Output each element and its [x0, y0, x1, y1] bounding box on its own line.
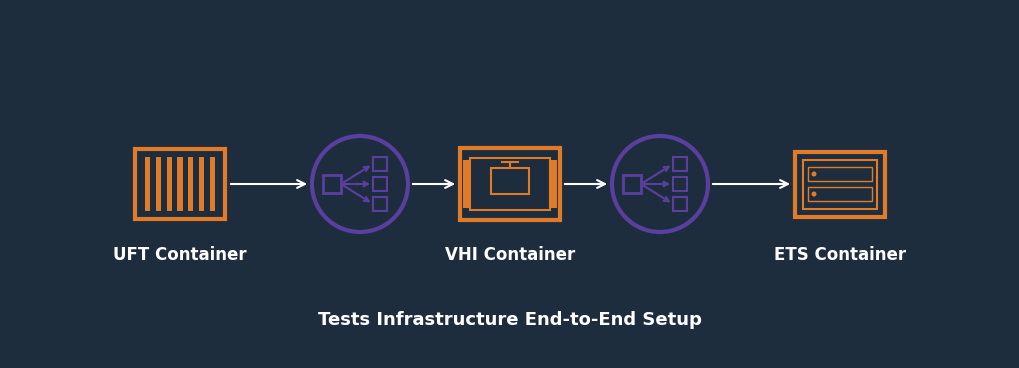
Bar	[145, 157, 150, 211]
Bar	[373, 177, 386, 191]
Bar	[156, 157, 161, 211]
Bar	[460, 148, 559, 220]
Bar	[623, 175, 640, 193]
Text: VHI Container: VHI Container	[444, 246, 575, 264]
Text: UFT Container: UFT Container	[113, 246, 247, 264]
Bar	[673, 177, 687, 191]
Circle shape	[312, 136, 408, 232]
Bar	[802, 159, 876, 209]
Circle shape	[811, 191, 815, 197]
Bar	[187, 157, 194, 211]
Bar	[794, 152, 884, 216]
Bar	[673, 197, 687, 211]
Bar	[323, 175, 340, 193]
Bar	[807, 167, 871, 181]
Bar	[673, 157, 687, 171]
Bar	[210, 157, 215, 211]
Bar	[490, 168, 529, 194]
Bar	[463, 160, 469, 208]
Text: Tests Infrastructure End-to-End Setup: Tests Infrastructure End-to-End Setup	[318, 311, 701, 329]
Bar	[177, 157, 182, 211]
Bar	[550, 160, 556, 208]
Bar	[807, 187, 871, 201]
Bar	[166, 157, 172, 211]
Bar	[373, 197, 386, 211]
Circle shape	[611, 136, 707, 232]
Circle shape	[811, 171, 815, 177]
Bar	[373, 157, 386, 171]
Bar	[470, 158, 549, 210]
Text: ETS Container: ETS Container	[773, 246, 905, 264]
Bar	[135, 149, 225, 219]
Bar	[199, 157, 204, 211]
